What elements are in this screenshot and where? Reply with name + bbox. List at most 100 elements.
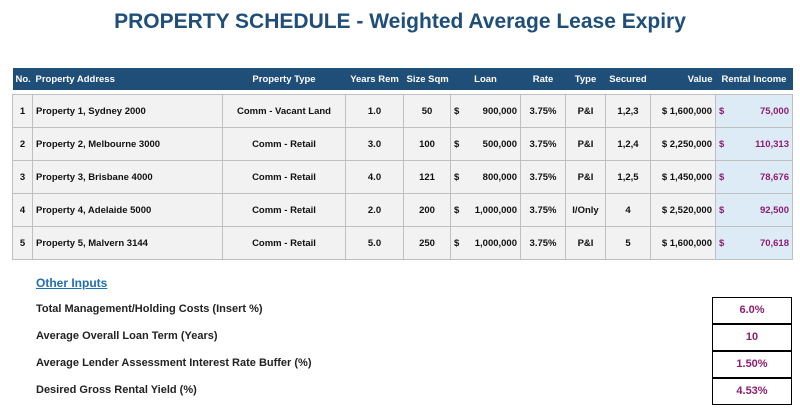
column-header: Rental Income bbox=[715, 68, 793, 90]
money: $110,313 bbox=[719, 139, 789, 150]
table-cell: 1.0 bbox=[345, 94, 404, 128]
table-cell: $ 1,450,000 bbox=[650, 160, 716, 194]
amount: 75,000 bbox=[759, 105, 789, 117]
input-value: 6.0% bbox=[712, 297, 792, 324]
table-row: 2 Property 2, Melbourne 3000 Comm - Retail… bbox=[12, 127, 793, 161]
table-cell: Property 1, Sydney 2000 bbox=[32, 94, 223, 128]
page-title: PROPERTY SCHEDULE - Weighted Average Lea… bbox=[114, 10, 686, 33]
currency-symbol: $ bbox=[719, 138, 725, 150]
table-cell: P&I bbox=[565, 127, 606, 161]
spacer-row bbox=[12, 90, 793, 95]
table-cell: 2.0 bbox=[345, 193, 404, 227]
table-cell: $ 1,600,000 bbox=[650, 226, 716, 260]
money: $500,000 bbox=[454, 139, 517, 150]
table-cell: $1,000,000 bbox=[450, 226, 521, 260]
table-cell: 3.75% bbox=[520, 193, 566, 227]
column-header: Property Type bbox=[222, 68, 346, 90]
table-cell: I/Only bbox=[565, 193, 606, 227]
column-header: Loan bbox=[450, 68, 521, 90]
table-cell: 50 bbox=[403, 94, 451, 128]
table-cell: 2 bbox=[12, 127, 33, 161]
table-cell: Property 4, Adelaide 5000 bbox=[32, 193, 223, 227]
table-cell: 1 bbox=[12, 94, 33, 128]
column-header: Value bbox=[650, 68, 716, 90]
money: $900,000 bbox=[454, 106, 517, 117]
table-cell: Property 5, Malvern 3144 bbox=[32, 226, 223, 260]
table-cell: $900,000 bbox=[450, 94, 521, 128]
property-schedule-table: No. Property Address Property Type Years Re… bbox=[12, 68, 793, 260]
column-header: Type bbox=[565, 68, 606, 90]
table-cell: 121 bbox=[403, 160, 451, 194]
table-cell: $800,000 bbox=[450, 160, 521, 194]
column-header: Size Sqm bbox=[403, 68, 451, 90]
column-header: Rate bbox=[520, 68, 566, 90]
table-cell: 250 bbox=[403, 226, 451, 260]
table-cell: Comm - Retail bbox=[222, 226, 346, 260]
input-label: Average Lender Assessment Interest Rate … bbox=[36, 357, 312, 369]
currency-symbol: $ bbox=[454, 171, 460, 183]
table-cell: 4 bbox=[605, 193, 651, 227]
table-cell: Comm - Vacant Land bbox=[222, 94, 346, 128]
table-body: 1 Property 1, Sydney 2000 Comm - Vacant La… bbox=[12, 90, 793, 260]
table-cell: $ 2,520,000 bbox=[650, 193, 716, 227]
amount: 110,313 bbox=[755, 138, 789, 150]
table-cell: $92,500 bbox=[715, 193, 793, 227]
column-header: Property Address bbox=[32, 68, 223, 90]
table-cell: $70,618 bbox=[715, 226, 793, 260]
amount: 900,000 bbox=[482, 105, 517, 117]
table-cell: Property 3, Brisbane 4000 bbox=[32, 160, 223, 194]
table-cell: $500,000 bbox=[450, 127, 521, 161]
table-cell: $1,000,000 bbox=[450, 193, 521, 227]
table-cell: 4 bbox=[12, 193, 33, 227]
input-label: Total Management/Holding Costs (Insert %… bbox=[36, 303, 263, 315]
table-cell: 3.0 bbox=[345, 127, 404, 161]
table-cell: 3.75% bbox=[520, 226, 566, 260]
table-cell: 1,2,5 bbox=[605, 160, 651, 194]
table-cell: $ 1,600,000 bbox=[650, 94, 716, 128]
currency-symbol: $ bbox=[454, 105, 460, 117]
currency-symbol: $ bbox=[719, 204, 725, 216]
money: $1,000,000 bbox=[454, 238, 517, 249]
column-header: No. bbox=[12, 68, 33, 90]
money: $92,500 bbox=[719, 205, 789, 216]
currency-symbol: $ bbox=[719, 105, 725, 117]
table-row: 3 Property 3, Brisbane 4000 Comm - Retail 4… bbox=[12, 160, 793, 194]
input-label: Desired Gross Rental Yield (%) bbox=[36, 384, 197, 396]
table-cell: 3.75% bbox=[520, 94, 566, 128]
amount: 1,000,000 bbox=[474, 237, 517, 249]
currency-symbol: $ bbox=[454, 237, 460, 249]
header-row: No. Property Address Property Type Years Re… bbox=[12, 68, 793, 90]
table-cell: Comm - Retail bbox=[222, 193, 346, 227]
money: $800,000 bbox=[454, 172, 517, 183]
table-cell: 1,2,4 bbox=[605, 127, 651, 161]
money: $75,000 bbox=[719, 106, 789, 117]
currency-symbol: $ bbox=[454, 138, 460, 150]
spacer-cell bbox=[12, 90, 793, 95]
table-cell: Property 2, Melbourne 3000 bbox=[32, 127, 223, 161]
table-cell: 100 bbox=[403, 127, 451, 161]
money: $78,676 bbox=[719, 172, 789, 183]
table-cell: 5 bbox=[12, 226, 33, 260]
table-cell: 5 bbox=[605, 226, 651, 260]
table-row: 4 Property 4, Adelaide 5000 Comm - Retail 2… bbox=[12, 193, 793, 227]
input-value: 4.53% bbox=[712, 378, 792, 405]
table-cell: $ 2,250,000 bbox=[650, 127, 716, 161]
table-cell: $110,313 bbox=[715, 127, 793, 161]
table-cell: 1,2,3 bbox=[605, 94, 651, 128]
table-cell: P&I bbox=[565, 94, 606, 128]
table-row: 1 Property 1, Sydney 2000 Comm - Vacant La… bbox=[12, 94, 793, 128]
currency-symbol: $ bbox=[719, 237, 725, 249]
table-cell: Comm - Retail bbox=[222, 160, 346, 194]
money: $70,618 bbox=[719, 238, 789, 249]
table-row: 5 Property 5, Malvern 3144 Comm - Retail 5.… bbox=[12, 226, 793, 260]
table-cell: 3.75% bbox=[520, 127, 566, 161]
input-value: 1.50% bbox=[712, 351, 792, 378]
money: $1,000,000 bbox=[454, 205, 517, 216]
table-cell: 5.0 bbox=[345, 226, 404, 260]
column-header: Years Rem bbox=[345, 68, 404, 90]
table-cell: 3.75% bbox=[520, 160, 566, 194]
amount: 500,000 bbox=[482, 138, 517, 150]
amount: 92,500 bbox=[759, 204, 789, 216]
amount: 70,618 bbox=[759, 237, 789, 249]
